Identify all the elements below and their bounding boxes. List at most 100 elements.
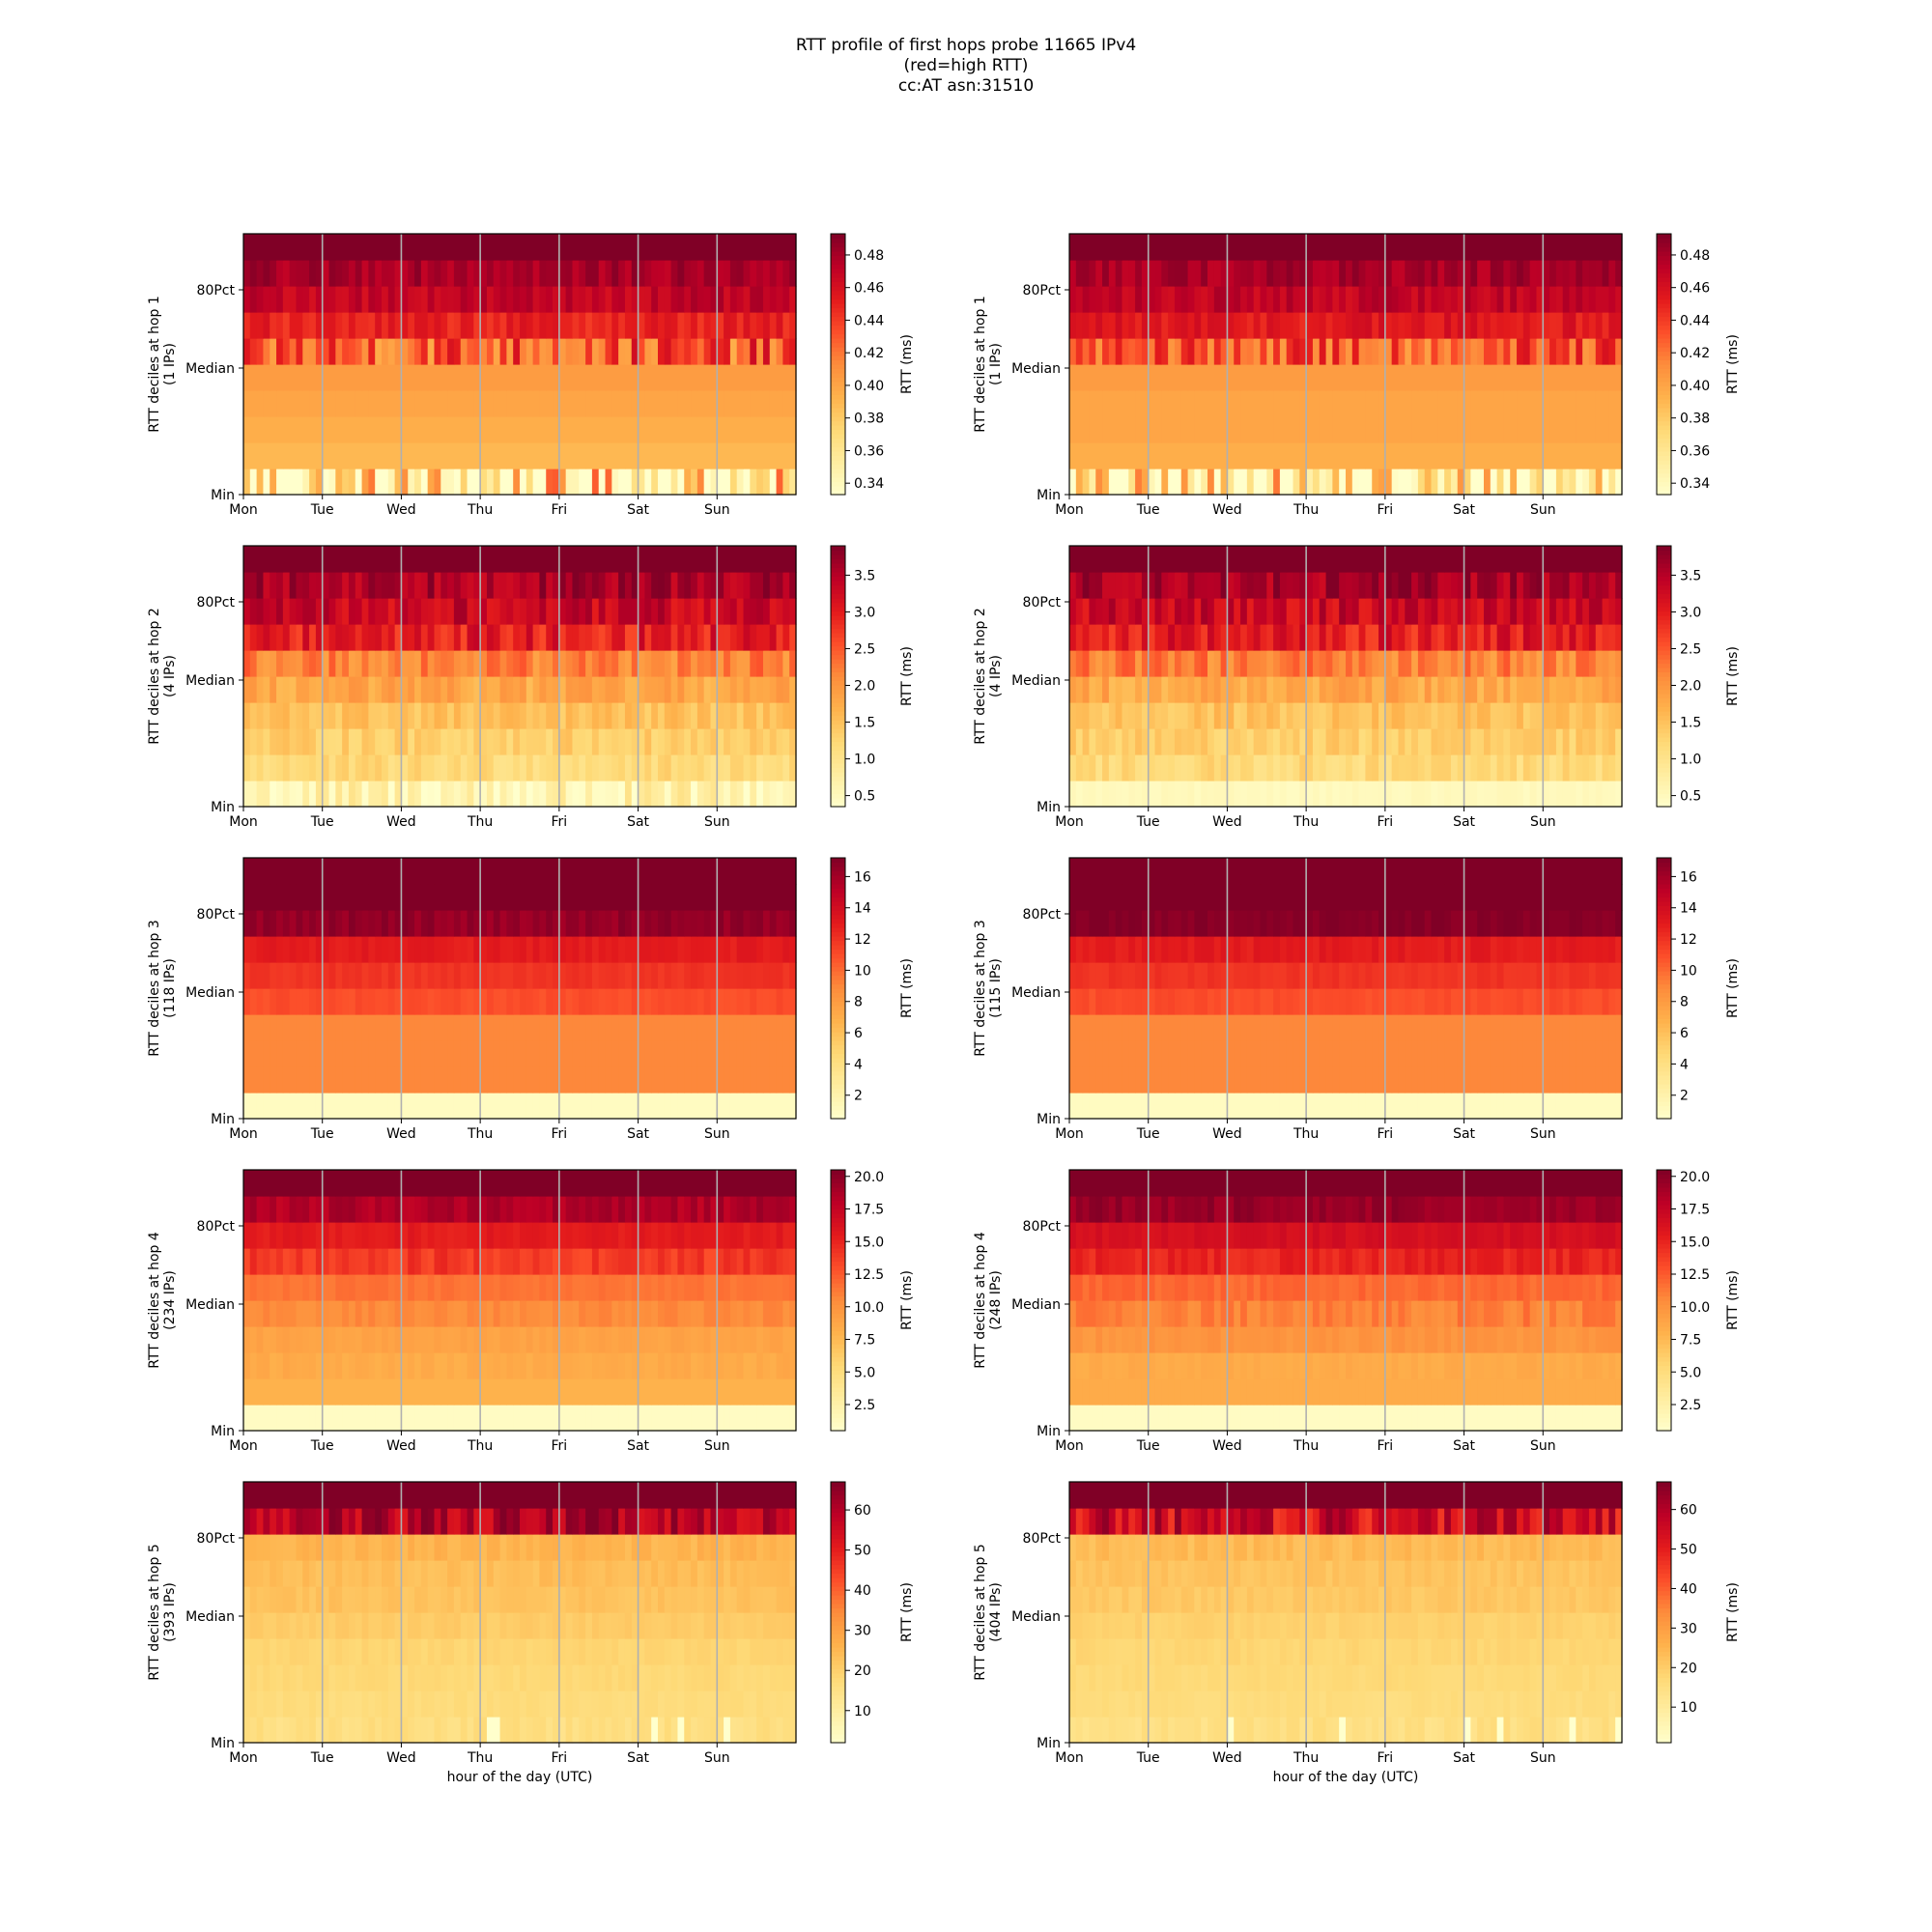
heatmap-cell xyxy=(558,1040,567,1067)
heatmap-cell xyxy=(776,598,783,625)
heatmap-cell xyxy=(1411,312,1419,339)
heatmap-cell xyxy=(1148,469,1156,496)
heatmap-cell xyxy=(1286,1040,1294,1067)
heatmap-cell xyxy=(710,390,718,417)
heatmap-cell xyxy=(1536,546,1544,573)
heatmap-cell xyxy=(249,234,258,261)
heatmap-cell xyxy=(1562,286,1571,313)
heatmap-cell xyxy=(309,286,317,313)
heatmap-cell xyxy=(782,469,790,496)
heatmap-cell xyxy=(1253,728,1262,755)
heatmap-cell xyxy=(506,469,514,496)
heatmap-cell xyxy=(1201,728,1208,755)
heatmap-cell xyxy=(1595,572,1604,599)
heatmap-cell xyxy=(427,572,436,599)
heatmap-cell xyxy=(1312,390,1321,417)
heatmap-cell xyxy=(1391,390,1400,417)
heatmap-cell xyxy=(368,988,376,1015)
heatmap-cell xyxy=(696,364,705,391)
heatmap-cell xyxy=(769,442,778,469)
heatmap-cell xyxy=(1227,546,1235,573)
heatmap-cell xyxy=(1260,781,1267,808)
heatmap-cell xyxy=(302,988,310,1015)
heatmap-cell xyxy=(1391,312,1400,339)
heatmap-cell xyxy=(1411,598,1419,625)
heatmap-cell xyxy=(1089,442,1096,469)
heatmap-cell xyxy=(1148,781,1156,808)
heatmap-cell xyxy=(1115,624,1123,651)
heatmap-cell xyxy=(546,1014,554,1041)
heatmap-cell xyxy=(375,781,383,808)
heatmap-cell xyxy=(1484,338,1492,365)
heatmap-cell xyxy=(1293,781,1300,808)
heatmap-cell xyxy=(724,858,731,885)
colorbar-segment xyxy=(831,264,845,270)
heatmap-cell xyxy=(1240,338,1248,365)
heatmap-cell xyxy=(414,286,422,313)
heatmap-cell xyxy=(335,988,343,1015)
heatmap-cell xyxy=(1510,781,1518,808)
heatmap-cell xyxy=(1201,390,1208,417)
heatmap-cell xyxy=(532,416,541,443)
heatmap-cell xyxy=(440,598,448,625)
heatmap-cell xyxy=(328,676,336,703)
heatmap-cell xyxy=(1588,312,1597,339)
heatmap-cell xyxy=(1180,754,1189,781)
heatmap-cell xyxy=(1075,624,1084,651)
colorbar-segment xyxy=(1657,694,1671,699)
heatmap-cell xyxy=(434,624,441,651)
heatmap-cell xyxy=(1201,650,1208,677)
heatmap-cell xyxy=(1555,312,1564,339)
heatmap-cell xyxy=(605,624,612,651)
heatmap-cell xyxy=(408,1040,415,1067)
heatmap-cell xyxy=(1089,312,1096,339)
heatmap-cell xyxy=(249,884,258,911)
heatmap-cell xyxy=(776,962,783,989)
heatmap-cell xyxy=(368,1040,376,1067)
heatmap-cell xyxy=(1582,702,1590,729)
heatmap-cell xyxy=(684,546,692,573)
heatmap-cell xyxy=(782,312,790,339)
heatmap-cell xyxy=(1391,364,1400,391)
heatmap-cell xyxy=(382,884,389,911)
heatmap-cell xyxy=(506,754,514,781)
heatmap-cell xyxy=(342,469,350,496)
heatmap-cell xyxy=(401,858,409,885)
heatmap-cell xyxy=(243,598,251,625)
y-axis-sublabel: (4 IPs) xyxy=(988,655,1004,697)
heatmap-cell xyxy=(1365,1066,1373,1094)
heatmap-cell xyxy=(1332,234,1340,261)
heatmap-cell xyxy=(691,234,698,261)
heatmap-cell xyxy=(1510,260,1518,287)
heatmap-cell xyxy=(420,858,429,885)
heatmap-cell xyxy=(401,910,409,937)
heatmap-cell xyxy=(460,884,469,911)
x-tick-label: Thu xyxy=(467,814,493,830)
heatmap-cell xyxy=(1444,598,1452,625)
heatmap-cell xyxy=(1332,469,1340,496)
heatmap-cell xyxy=(1503,390,1511,417)
heatmap-cell xyxy=(309,781,317,808)
heatmap-cell xyxy=(526,650,534,677)
heatmap-cell xyxy=(677,364,685,391)
heatmap-cell xyxy=(361,1040,369,1067)
heatmap-cell xyxy=(1372,754,1379,781)
colorbar-segment xyxy=(831,316,845,322)
colorbar-segment xyxy=(1657,255,1671,261)
heatmap-cell xyxy=(1536,260,1544,287)
heatmap-cell xyxy=(1470,364,1478,391)
heatmap-cell xyxy=(1490,234,1498,261)
heatmap-cell xyxy=(631,1014,639,1041)
heatmap-cell xyxy=(1082,1066,1091,1094)
heatmap-cell xyxy=(1148,234,1156,261)
heatmap-cell xyxy=(480,416,488,443)
heatmap-cell xyxy=(1075,442,1084,469)
heatmap-cell xyxy=(1536,469,1544,496)
heatmap-cell xyxy=(696,234,705,261)
heatmap-cell xyxy=(1615,676,1623,703)
heatmap-cell xyxy=(1102,572,1110,599)
heatmap-cell xyxy=(1411,728,1419,755)
heatmap-cell xyxy=(1286,598,1294,625)
heatmap-cell xyxy=(1174,598,1182,625)
heatmap-cell xyxy=(499,1093,507,1120)
